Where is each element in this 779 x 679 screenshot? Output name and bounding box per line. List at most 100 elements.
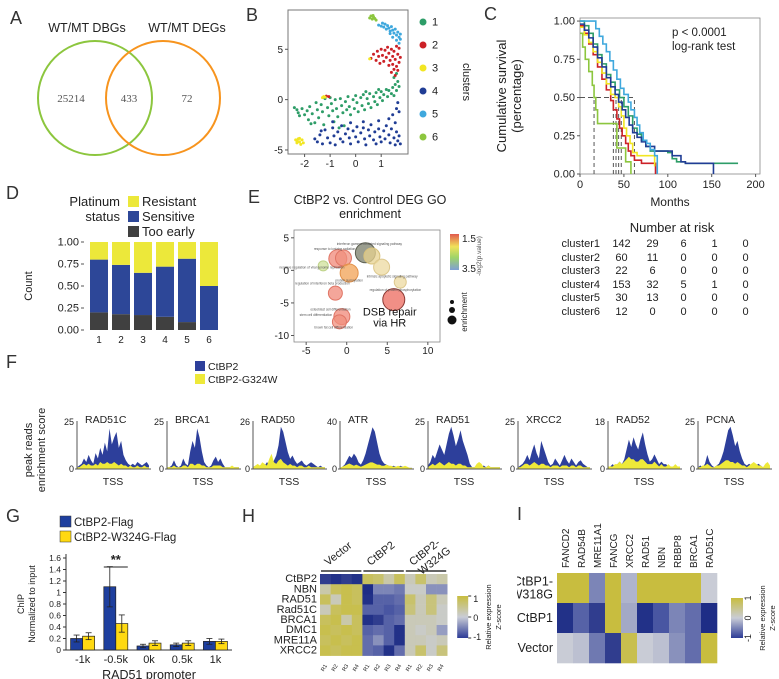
svg-text:0: 0 [473,613,478,623]
svg-text:1.4: 1.4 [49,565,61,575]
svg-text:CtBP2-G324W: CtBP2-G324W [208,374,278,386]
svg-text:via HR: via HR [373,317,406,329]
risk-row: cluster2 60 11 0 0 0 [561,251,749,264]
svg-text:R2: R2 [416,664,425,673]
panel-letter-g: G [6,506,21,526]
svg-text:Vector: Vector [518,641,553,655]
svg-text:Months: Months [650,195,689,209]
svg-text:0.8: 0.8 [49,599,61,609]
svg-text:TSS: TSS [103,476,123,488]
svg-text:XRCC2: XRCC2 [280,645,317,657]
svg-text:-1: -1 [743,634,753,642]
svg-text:TSS: TSS [279,476,299,488]
svg-text:R1: R1 [363,664,372,673]
svg-text:0: 0 [577,179,583,191]
svg-text:1: 1 [378,159,384,170]
svg-text:response to ionizing radiation: response to ionizing radiation [314,247,356,251]
svg-text:5: 5 [384,346,390,357]
svg-text:10: 10 [422,346,434,357]
svg-text:negative regulation of viral g: negative regulation of viral genome repl… [279,265,344,269]
svg-text:0: 0 [159,464,164,474]
svg-text:R4: R4 [352,664,361,673]
svg-text:0k: 0k [143,654,155,666]
svg-text:regulation of protein phosphor: regulation of protein phosphorylation [370,288,422,292]
svg-text:Count: Count [23,271,35,300]
svg-text:DSB repair: DSB repair [363,306,417,318]
svg-text:**: ** [111,552,122,567]
svg-text:XRCC2: XRCC2 [526,414,562,426]
svg-text:WT/MT DBGs: WT/MT DBGs [48,21,126,35]
svg-text:0.50: 0.50 [554,92,575,104]
svg-text:ChIP: ChIP [16,594,26,614]
risk-row: cluster4 153 32 5 1 0 [561,278,749,291]
svg-text:RAD52: RAD52 [616,414,650,426]
svg-text:40: 40 [327,417,337,427]
svg-text:0.5k: 0.5k [172,654,193,666]
svg-text:Too early: Too early [142,224,195,239]
panel-letter-e: E [248,187,261,207]
svg-text:Relative expression: Relative expression [484,584,493,649]
chip-qpcr-bars: CtBP2-FlagCtBP2-W324G-Flag00.20.40.60.81… [16,515,232,679]
svg-text:5: 5 [432,109,438,121]
svg-text:Vector: Vector [322,540,354,569]
expression-heatmap-ctbp2: CtBP2NBNRAD51Rad51CBRCA1DMC1MRE11AXRCC2V… [274,537,503,673]
panel-letter-b: B [246,5,259,25]
svg-text:5: 5 [277,45,283,56]
svg-text:100: 100 [659,179,677,191]
svg-text:NBN: NBN [657,547,668,568]
svg-text:0.6: 0.6 [49,611,61,621]
svg-text:6: 6 [432,132,438,144]
svg-text:0: 0 [510,464,515,474]
svg-text:enrichment score: enrichment score [36,408,48,492]
cluster-scatter-plot: -2 -1 0 1 -5 0 5 1 2 3 4 5 6 clusters [274,9,472,170]
svg-text:TSS: TSS [724,476,744,488]
svg-text:TSS: TSS [454,476,474,488]
svg-text:1: 1 [473,594,478,604]
svg-text:1k: 1k [210,654,222,666]
svg-text:200: 200 [746,179,764,191]
svg-text:0: 0 [743,615,753,620]
venn-diagram: WT/MT DBGs WT/MT DEGs 25214 433 72 [37,21,226,156]
svg-text:log-rank test: log-rank test [672,41,736,53]
svg-text:CtBP2 vs. Control DEG GO: CtBP2 vs. Control DEG GO [294,193,447,207]
svg-text:-5: -5 [274,145,283,156]
svg-text:TSS: TSS [193,476,213,488]
svg-text:3: 3 [140,335,146,346]
svg-text:CtBP2: CtBP2 [365,539,397,568]
svg-text:-5: -5 [302,346,311,357]
svg-text:2: 2 [118,335,124,346]
svg-text:1.00: 1.00 [554,16,575,28]
svg-text:RAD51 promoter: RAD51 promoter [102,668,196,679]
svg-text:RAD54B: RAD54B [577,529,588,568]
svg-text:R3: R3 [342,664,351,673]
svg-text:Cumulative survival: Cumulative survival [494,40,509,153]
svg-text:6: 6 [206,335,212,346]
svg-text:-log2(p.value): -log2(p.value) [476,236,483,276]
svg-text:CtBP2-W324G-Flag: CtBP2-W324G-Flag [74,532,176,544]
svg-text:1: 1 [96,335,102,346]
svg-text:DMC1: DMC1 [286,624,317,636]
svg-text:-1: -1 [326,159,335,170]
svg-text:BRCA1: BRCA1 [175,414,210,426]
svg-text:0.00: 0.00 [58,325,79,337]
svg-text:NBN: NBN [294,583,317,595]
svg-text:Z-score: Z-score [768,605,777,630]
svg-text:3: 3 [432,63,438,75]
svg-text:-0.5k: -0.5k [104,654,129,666]
svg-text:CtBP1: CtBP1 [517,611,553,625]
svg-text:intrinsic apoptotic signaling: intrinsic apoptotic signaling pathway [367,275,418,279]
svg-text:MRE11A: MRE11A [274,634,318,646]
panel-letter-d: D [6,183,19,203]
svg-text:RAD50: RAD50 [261,414,295,426]
svg-text:TSS: TSS [366,476,386,488]
svg-text:-1k: -1k [75,654,91,666]
svg-text:0: 0 [277,95,283,106]
svg-text:R4: R4 [437,664,446,673]
svg-text:RAD51: RAD51 [282,594,317,606]
svg-text:25: 25 [685,417,695,427]
svg-text:0.00: 0.00 [554,169,575,181]
panel-letter-a: A [10,8,23,28]
svg-text:0.50: 0.50 [58,281,79,293]
